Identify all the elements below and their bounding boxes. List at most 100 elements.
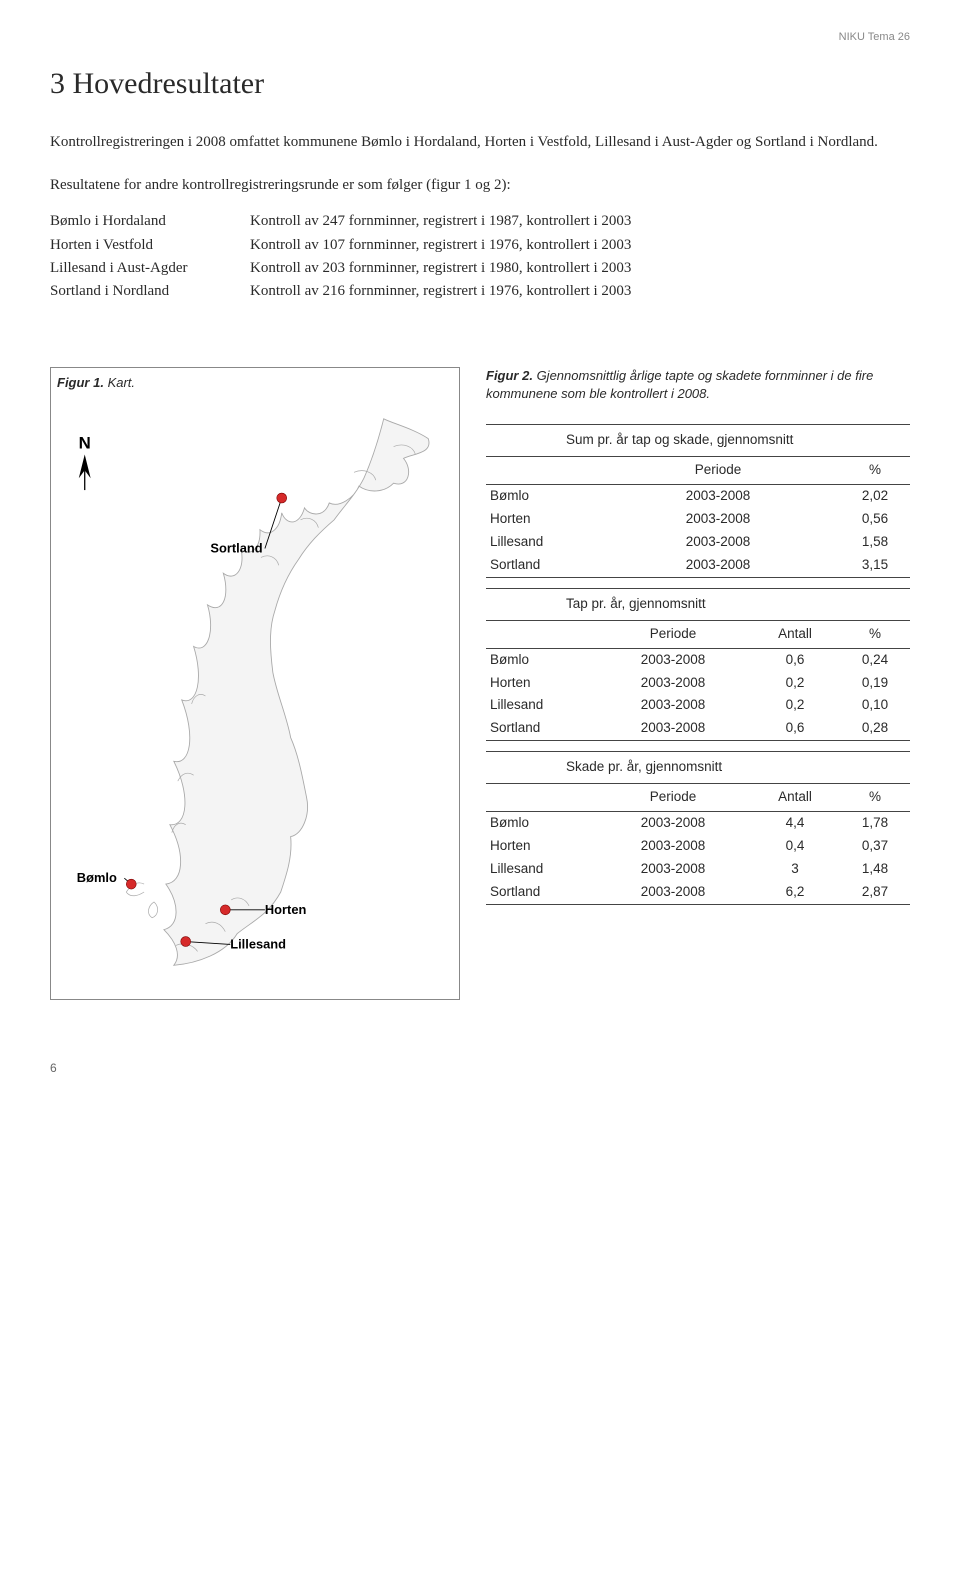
table-section-title: Tap pr. år, gjennomsnitt — [486, 588, 910, 620]
table-row: Lillesand2003-20081,58 — [486, 531, 910, 554]
table-cell: Sortland — [486, 717, 596, 740]
kontroll-list: Bømlo i HordalandKontroll av 247 fornmin… — [50, 210, 910, 303]
table-header-cell: Periode — [596, 457, 840, 485]
table-cell: 0,2 — [750, 672, 840, 695]
table-cell: 2,87 — [840, 881, 910, 904]
table-cell: Bømlo — [486, 648, 596, 671]
svg-text:Bømlo: Bømlo — [77, 870, 117, 885]
table-cell: Lillesand — [486, 858, 596, 881]
table-header-cell: % — [840, 620, 910, 648]
data-table: Sum pr. år tap og skade, gjennomsnittPer… — [486, 424, 910, 577]
table-cell: 3 — [750, 858, 840, 881]
figure-1-caption: Figur 1. Kart. — [57, 374, 453, 392]
table-row: Sortland2003-20080,60,28 — [486, 717, 910, 740]
table-cell: 2003-2008 — [596, 811, 750, 834]
table-row: Lillesand2003-20080,20,10 — [486, 694, 910, 717]
kontroll-desc: Kontroll av 203 fornminner, registrert i… — [250, 257, 910, 280]
kontroll-row: Bømlo i HordalandKontroll av 247 fornmin… — [50, 210, 910, 233]
table-header-cell: % — [840, 457, 910, 485]
kontroll-row: Sortland i NordlandKontroll av 216 fornm… — [50, 280, 910, 303]
table-cell: 3,15 — [840, 554, 910, 577]
table-cell: Horten — [486, 508, 596, 531]
table-row: Sortland2003-20086,22,87 — [486, 881, 910, 904]
table-header-cell: Antall — [750, 784, 840, 812]
table-row: Horten2003-20080,20,19 — [486, 672, 910, 695]
kontroll-location: Bømlo i Hordaland — [50, 210, 250, 233]
table-cell: 0,19 — [840, 672, 910, 695]
kontroll-desc: Kontroll av 216 fornminner, registrert i… — [250, 280, 910, 303]
table-cell: 1,58 — [840, 531, 910, 554]
svg-text:Horten: Horten — [265, 901, 307, 916]
table-cell: 2003-2008 — [596, 648, 750, 671]
table-header-cell: % — [840, 784, 910, 812]
table-cell: 2003-2008 — [596, 858, 750, 881]
kontroll-desc: Kontroll av 247 fornminner, registrert i… — [250, 210, 910, 233]
table-cell: 0,56 — [840, 508, 910, 531]
svg-text:Sortland: Sortland — [210, 540, 262, 555]
table-cell: Bømlo — [486, 811, 596, 834]
table-row: Bømlo2003-20082,02 — [486, 485, 910, 508]
table-cell: 0,4 — [750, 835, 840, 858]
intro-paragraph: Kontrollregistreringen i 2008 omfattet k… — [50, 131, 910, 154]
table-cell: 6,2 — [750, 881, 840, 904]
table-row: Horten2003-20080,40,37 — [486, 835, 910, 858]
table-cell: 2003-2008 — [596, 554, 840, 577]
data-table: Skade pr. år, gjennomsnittPeriodeAntall%… — [486, 751, 910, 904]
table-cell: 2003-2008 — [596, 694, 750, 717]
table-row: Bømlo2003-20084,41,78 — [486, 811, 910, 834]
table-header-cell — [486, 784, 596, 812]
table-cell: 0,24 — [840, 648, 910, 671]
table-cell: 1,48 — [840, 858, 910, 881]
page-number: 6 — [50, 1060, 910, 1077]
table-section-title: Sum pr. år tap og skade, gjennomsnitt — [486, 425, 910, 457]
figure-2-caption-text: Gjennomsnittlig årlige tapte og skadete … — [486, 368, 873, 401]
table-cell: 2003-2008 — [596, 672, 750, 695]
table-row: Sortland2003-20083,15 — [486, 554, 910, 577]
table-header-cell: Antall — [750, 620, 840, 648]
kontroll-location: Horten i Vestfold — [50, 234, 250, 257]
table-row: Bømlo2003-20080,60,24 — [486, 648, 910, 671]
kontroll-desc: Kontroll av 107 fornminner, registrert i… — [250, 234, 910, 257]
data-table: Tap pr. år, gjennomsnittPeriodeAntall%Bø… — [486, 588, 910, 741]
figure-1: Figur 1. Kart. N Sortland Bømlo Horten Lille… — [50, 367, 460, 999]
table-cell: Sortland — [486, 554, 596, 577]
figure-1-caption-text: Kart. — [104, 375, 135, 390]
table-cell: Bømlo — [486, 485, 596, 508]
table-cell: 2003-2008 — [596, 531, 840, 554]
table-cell: Lillesand — [486, 531, 596, 554]
paragraph-2: Resultatene for andre kontrollregistreri… — [50, 174, 910, 197]
table-cell: 2003-2008 — [596, 835, 750, 858]
table-row: Horten2003-20080,56 — [486, 508, 910, 531]
table-cell: 2003-2008 — [596, 508, 840, 531]
table-cell: 0,2 — [750, 694, 840, 717]
table-cell: 2003-2008 — [596, 485, 840, 508]
table-cell: 4,4 — [750, 811, 840, 834]
table-cell: 1,78 — [840, 811, 910, 834]
table-cell: Horten — [486, 672, 596, 695]
table-cell: 0,10 — [840, 694, 910, 717]
table-cell: 2003-2008 — [596, 881, 750, 904]
document-series-tag: NIKU Tema 26 — [50, 30, 910, 45]
table-cell: 2003-2008 — [596, 717, 750, 740]
figure-2-caption-label: Figur 2. — [486, 368, 533, 383]
table-section-title: Skade pr. år, gjennomsnitt — [486, 752, 910, 784]
figure-2: Figur 2. Gjennomsnittlig årlige tapte og… — [486, 367, 910, 999]
svg-text:N: N — [79, 433, 91, 452]
table-cell: Lillesand — [486, 694, 596, 717]
table-cell: Horten — [486, 835, 596, 858]
figure-2-caption: Figur 2. Gjennomsnittlig årlige tapte og… — [486, 367, 910, 402]
table-cell: 0,6 — [750, 648, 840, 671]
figure-1-caption-label: Figur 1. — [57, 375, 104, 390]
table-row: Lillesand2003-200831,48 — [486, 858, 910, 881]
svg-text:Lillesand: Lillesand — [230, 936, 286, 951]
table-header-cell: Periode — [596, 784, 750, 812]
kontroll-location: Sortland i Nordland — [50, 280, 250, 303]
kontroll-row: Horten i VestfoldKontroll av 107 fornmin… — [50, 234, 910, 257]
kontroll-location: Lillesand i Aust-Agder — [50, 257, 250, 280]
table-cell: 0,6 — [750, 717, 840, 740]
page-heading: 3 Hovedresultater — [50, 63, 910, 105]
table-cell: 0,28 — [840, 717, 910, 740]
figure-2-tables: Sum pr. år tap og skade, gjennomsnittPer… — [486, 424, 910, 904]
table-cell: 0,37 — [840, 835, 910, 858]
table-header-cell — [486, 457, 596, 485]
